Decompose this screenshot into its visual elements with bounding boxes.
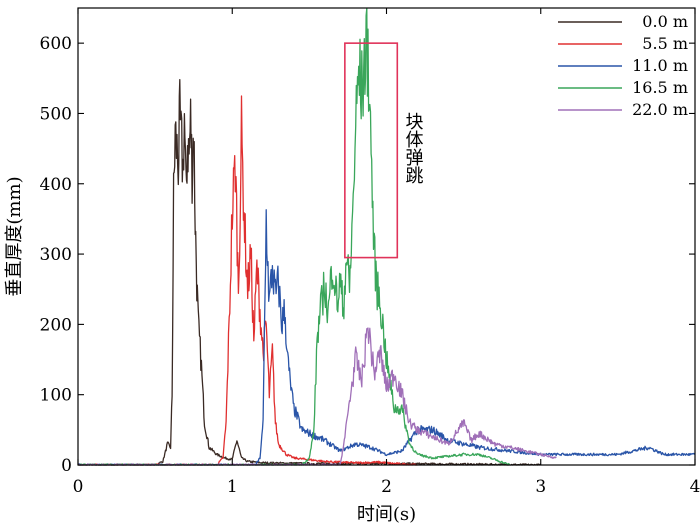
y-tick-label: 600 xyxy=(40,34,72,54)
y-tick-label: 300 xyxy=(40,245,72,265)
y-tick-label: 0 xyxy=(61,456,72,476)
series-line-2 xyxy=(77,95,418,466)
plot-frame xyxy=(77,7,696,466)
y-axis-title: 垂直厚度(mm) xyxy=(4,176,25,296)
annotation: 块体弹跳 xyxy=(344,42,424,259)
legend-label: 5.5 m xyxy=(642,34,688,53)
x-tick-label: 2 xyxy=(381,477,392,497)
series-line-4 xyxy=(77,7,511,466)
series-line-1 xyxy=(77,78,542,466)
axis-ticks: 0 1 2 3 4 0 100 200 300 400 500 600 xyxy=(40,8,700,497)
legend-label: 22.0 m xyxy=(632,100,688,119)
annotation-label: 块体弹跳 xyxy=(403,112,424,184)
legend-label: 16.5 m xyxy=(632,78,688,97)
y-tick-label: 500 xyxy=(40,104,72,124)
annotation-box xyxy=(344,42,399,259)
legend-label: 0.0 m xyxy=(642,12,688,31)
series-layer xyxy=(77,7,696,466)
y-tick-label: 200 xyxy=(40,315,72,335)
legend: 0.0 m 5.5 m 11.0 m 16.5 m 22.0 m xyxy=(558,12,688,119)
x-tick-label: 1 xyxy=(227,477,238,497)
y-tick-label: 100 xyxy=(40,386,72,406)
x-tick-label: 4 xyxy=(690,477,700,497)
x-tick-label: 3 xyxy=(535,477,546,497)
x-axis-title: 时间(s) xyxy=(357,504,416,525)
legend-label: 11.0 m xyxy=(632,56,688,75)
x-tick-label: 0 xyxy=(73,477,84,497)
y-tick-label: 400 xyxy=(40,175,72,195)
